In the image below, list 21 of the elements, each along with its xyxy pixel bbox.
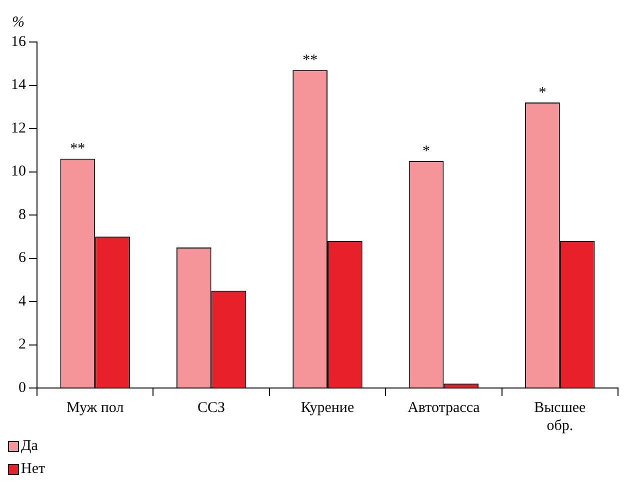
y-axis-title: %: [12, 14, 24, 30]
x-tick-label: Высшее обр.: [534, 400, 586, 434]
legend-label: Да: [21, 438, 38, 455]
x-tick-label: Муж пол: [66, 400, 124, 416]
y-tick-label: 16: [11, 34, 26, 50]
y-tick-label: 12: [11, 120, 26, 136]
annotation: *: [422, 143, 430, 160]
y-tick-label: 8: [18, 206, 26, 223]
y-tick-label: 14: [11, 77, 26, 94]
y-tick-label: 4: [18, 293, 26, 310]
annotation: **: [70, 141, 86, 158]
y-tick-label: 6: [18, 250, 26, 266]
legend-label: Нет: [21, 461, 46, 478]
y-tick-label: 10: [11, 164, 26, 180]
annotation: *: [538, 84, 546, 101]
annotation: **: [302, 52, 318, 69]
x-tick-label: Автотрасса: [408, 400, 480, 416]
x-tick-label: ССЗ: [198, 400, 226, 416]
y-tick-label: 2: [18, 336, 26, 353]
x-tick-label: Курение: [300, 400, 354, 416]
y-tick-label: 0: [18, 380, 26, 396]
